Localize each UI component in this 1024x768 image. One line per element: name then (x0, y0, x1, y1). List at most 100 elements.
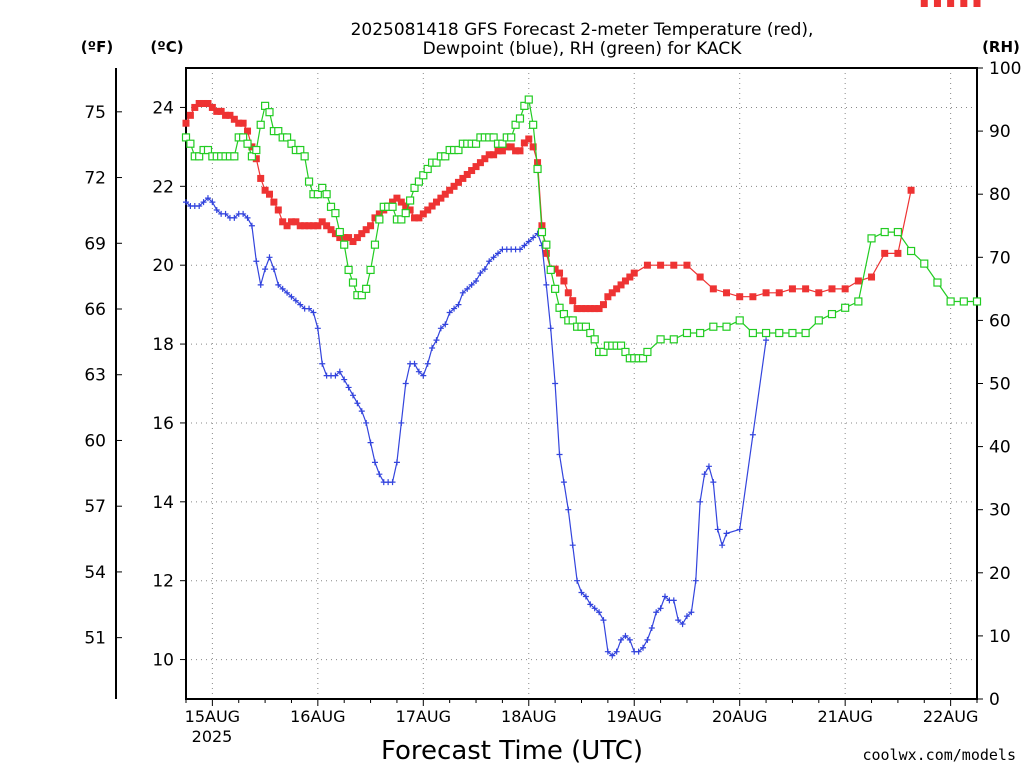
dewpoint-point (569, 542, 576, 549)
dewpoint-point (701, 471, 708, 478)
temperature-point (512, 147, 520, 155)
dewpoint-point (455, 301, 462, 308)
dewpoint-point (714, 526, 721, 533)
temperature-point (907, 186, 915, 194)
dewpoint-point (547, 325, 554, 332)
temperature-point (340, 234, 348, 242)
dewpoint-point (587, 601, 594, 608)
temperature-point (894, 249, 902, 257)
dewpoint-point (644, 636, 651, 643)
rh-point (559, 309, 569, 319)
dewpoint-point (222, 210, 229, 217)
temperature-point (604, 293, 612, 301)
dewpoint-point (367, 439, 374, 446)
rh-tick-label: 0 (989, 690, 1000, 710)
dewpoint-point (661, 593, 668, 600)
temperature-point (868, 273, 876, 281)
rh-tick-label: 70 (989, 248, 1011, 268)
rh-point (287, 139, 296, 148)
dewpoint-point (486, 258, 493, 265)
dewpoint-point (257, 281, 264, 288)
dewpoint-point (473, 277, 480, 284)
rh-point (775, 328, 784, 338)
rh-point (304, 177, 314, 186)
dewpoint-point (609, 652, 616, 659)
temperature-point (775, 289, 783, 297)
dewpoint-point (349, 392, 356, 399)
temperature-point (327, 226, 335, 234)
dewpoint-point (464, 285, 471, 292)
dewpoint-point (398, 419, 405, 426)
rh-point (274, 126, 283, 136)
dewpoint-point (640, 644, 647, 651)
rh-point (551, 284, 560, 293)
rh-point (230, 152, 239, 161)
temperature-point (503, 143, 511, 151)
temperature-point (389, 198, 397, 206)
rh-point (735, 316, 744, 325)
watermark: coolwx.com/models (862, 746, 1016, 764)
celsius-tick-label: 12 (152, 572, 174, 592)
rh-point (335, 227, 344, 237)
rh-point (410, 183, 419, 192)
x-tick-label: 16AUG (290, 707, 345, 726)
dewpoint-point (451, 305, 458, 312)
rh-point (841, 303, 850, 312)
temperature-point (406, 206, 414, 214)
temperature-point (375, 210, 383, 218)
chart-subtitle: Dewpoint (blue), RH (green) for KACK (423, 39, 743, 59)
temperature-point (362, 226, 370, 234)
rh-point (709, 322, 718, 331)
temperature-point (854, 277, 862, 285)
temperature-point (244, 127, 252, 135)
temperature-point (573, 305, 581, 313)
dewpoint-point (565, 506, 572, 513)
dewpoint-point (543, 281, 550, 288)
dewpoint-point (231, 214, 238, 221)
dewpoint-point (552, 380, 559, 387)
dewpoint-point (459, 289, 466, 296)
x-tick-label: 19AUG (607, 707, 662, 726)
temperature-point (437, 194, 445, 202)
dewpoint-point (411, 360, 418, 367)
dewpoint-point (292, 297, 299, 304)
dewpoint-point (697, 498, 704, 505)
dewpoint-point (521, 242, 528, 249)
fahrenheit-tick-label: 54 (84, 563, 106, 583)
fahrenheit-tick-label: 72 (84, 169, 106, 189)
temperature-point (353, 234, 361, 242)
dewpoint-point (442, 321, 449, 328)
temperature-point (358, 230, 366, 238)
dewpoint-point (248, 222, 255, 229)
dewpoint-point (266, 254, 273, 261)
temperature-point (323, 222, 331, 230)
dewpoint-point (319, 360, 326, 367)
temperature-point (696, 273, 704, 281)
temperature-point (599, 301, 607, 309)
dewpoint-series (183, 195, 770, 659)
dewpoint-point (279, 285, 286, 292)
dewpoint-point (371, 459, 378, 466)
dewpoint-point (196, 203, 203, 210)
dewpoint-point (332, 372, 339, 379)
dewpoint-point (692, 577, 699, 584)
dewpoint-point (183, 199, 189, 206)
dewpoint-point (749, 431, 756, 438)
dewpoint-point (429, 345, 436, 352)
dewpoint-point (653, 609, 660, 616)
dewpoint-point (723, 530, 730, 537)
temperature-point (578, 305, 585, 313)
temperature-point (432, 198, 440, 206)
temperature-point (529, 143, 537, 151)
fahrenheit-tick-label: 75 (84, 103, 106, 123)
rh-point (972, 297, 982, 306)
temperature-point (397, 198, 405, 206)
temperature-point (314, 222, 322, 230)
dewpoint-point (622, 632, 629, 639)
rh-point (748, 328, 757, 338)
dewpoint-point (204, 195, 211, 202)
dewpoint-point (354, 400, 361, 407)
celsius-tick-label: 24 (152, 98, 174, 118)
temperature-point (481, 155, 489, 163)
temperature-point (419, 210, 427, 218)
